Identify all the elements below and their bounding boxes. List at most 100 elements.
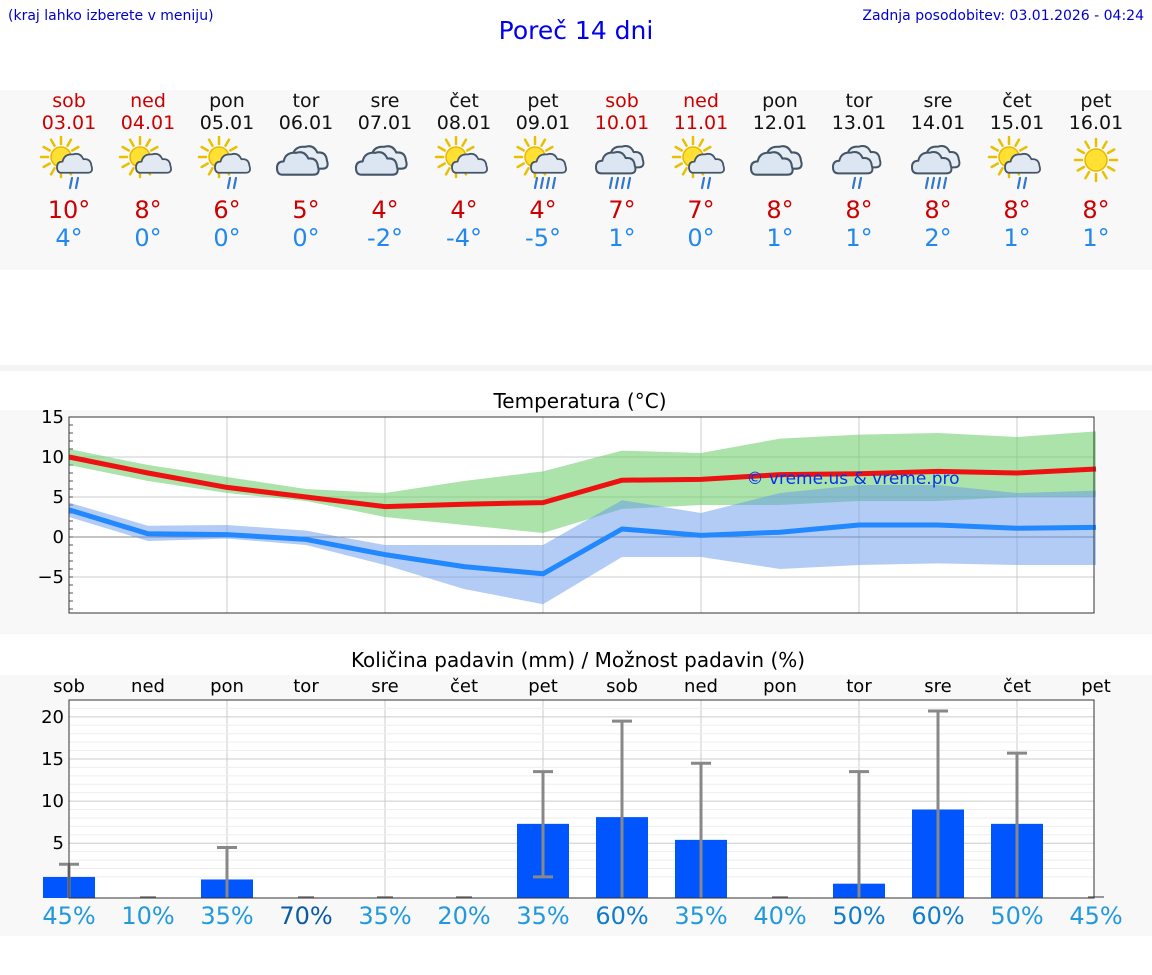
cloudy-icon <box>275 145 329 176</box>
x-category-label: sob <box>53 676 85 697</box>
day-name: tor <box>292 90 320 112</box>
y-tick-label: 20 <box>41 707 64 728</box>
day-name: sob <box>605 90 639 112</box>
max-temperature: 7° <box>608 196 636 224</box>
day-forecast: čet 15.01 8° 1° <box>977 90 1057 252</box>
min-temperature: 0° <box>687 224 715 252</box>
day-date: 03.01 <box>41 112 97 134</box>
day-forecast: pon 05.01 6° 0° <box>187 90 267 252</box>
y-tick-label: −5 <box>37 567 64 588</box>
min-temperature: 0° <box>134 224 162 252</box>
max-temperature: 8° <box>1003 196 1031 224</box>
max-temperature: 4° <box>371 196 399 224</box>
min-temperature: -5° <box>525 224 561 252</box>
cloudy-icon <box>354 145 408 176</box>
x-category-label: pet <box>1081 676 1111 697</box>
cloud-rain-icon <box>911 145 961 190</box>
day-forecast: sre 07.01 4° -2° <box>345 90 425 252</box>
plot-frame <box>68 699 1095 899</box>
min-temperature: 4° <box>55 224 83 252</box>
y-tick-label: 15 <box>41 407 64 428</box>
day-date: 13.01 <box>831 112 887 134</box>
sun-icon <box>1073 137 1119 183</box>
day-forecast: pet 16.01 8° 1° <box>1056 90 1136 252</box>
max-temperature: 4° <box>450 196 478 224</box>
min-temperature: 1° <box>1003 224 1031 252</box>
precipitation-probability: 70% <box>279 902 333 930</box>
sun-cloud-rain-icon <box>513 136 567 190</box>
min-temperature-line <box>68 507 1097 577</box>
min-temperature: -2° <box>367 224 403 252</box>
x-category-label: sre <box>371 676 398 697</box>
day-forecast: ned 04.01 8° 0° <box>108 90 188 252</box>
precipitation-probability: 50% <box>990 902 1044 930</box>
day-name: ned <box>130 90 166 112</box>
location-hint: (kraj lahko izberete v meniju) <box>8 8 214 24</box>
day-forecast: sob 10.01 7° 1° <box>582 90 662 252</box>
day-date: 09.01 <box>515 112 571 134</box>
day-name: pon <box>209 90 245 112</box>
last-updated: Zadnja posodobitev: 03.01.2026 - 04:24 <box>862 8 1144 24</box>
max-temperature: 7° <box>687 196 715 224</box>
day-date: 16.01 <box>1068 112 1124 134</box>
x-category-label: pet <box>528 676 558 697</box>
day-forecast: pet 09.01 4° -5° <box>503 90 583 252</box>
max-temperature: 10° <box>47 196 91 224</box>
day-date: 11.01 <box>673 112 729 134</box>
min-temperature: 1° <box>1082 224 1110 252</box>
precipitation-probability: 20% <box>437 902 491 930</box>
max-temperature: 8° <box>766 196 794 224</box>
max-temperature: 5° <box>292 196 320 224</box>
max-temperature: 8° <box>134 196 162 224</box>
daily-forecast-strip: sob 03.01 10° 4° ned 04.01 8° 0° pon 05.01 6° 0° tor… <box>0 90 1152 270</box>
y-tick-label: 15 <box>41 749 64 770</box>
day-name: sre <box>370 90 400 112</box>
x-category-label: sob <box>606 676 638 697</box>
x-category-label: čet <box>450 676 478 697</box>
min-temperature: 1° <box>845 224 873 252</box>
sun-cloud-light-rain-icon <box>671 136 725 190</box>
precipitation-probability: 35% <box>674 902 728 930</box>
min-temperature: 0° <box>292 224 320 252</box>
day-date: 04.01 <box>120 112 176 134</box>
max-temperature: 6° <box>213 196 241 224</box>
sun-cloud-light-rain-icon <box>197 136 251 190</box>
day-date: 15.01 <box>989 112 1045 134</box>
day-date: 08.01 <box>436 112 492 134</box>
day-date: 12.01 <box>752 112 808 134</box>
precipitation-probability: 10% <box>121 902 175 930</box>
x-category-label: tor <box>293 676 319 697</box>
day-forecast: tor 13.01 8° 1° <box>819 90 899 252</box>
min-temperature: 1° <box>608 224 636 252</box>
day-forecast: sre 14.01 8° 2° <box>898 90 978 252</box>
day-name: ned <box>683 90 719 112</box>
max-temperature-line <box>68 454 1097 510</box>
precipitation-probability: 60% <box>911 902 965 930</box>
cloudy-icon <box>749 145 803 176</box>
plot-frame <box>68 416 1095 614</box>
sun-cloud-icon <box>434 136 488 179</box>
max-temperature: 4° <box>529 196 557 224</box>
day-name: tor <box>845 90 873 112</box>
x-category-label: pon <box>210 676 244 697</box>
day-date: 07.01 <box>357 112 413 134</box>
y-tick-label: 5 <box>53 487 64 508</box>
max-temperature: 8° <box>845 196 873 224</box>
precipitation-chart: Količina padavin (mm) / Možnost padavin … <box>0 648 1152 902</box>
min-temperature: 2° <box>924 224 952 252</box>
cloud-light-rain-icon <box>832 145 882 190</box>
day-forecast: ned 11.01 7° 0° <box>661 90 741 252</box>
y-tick-label: 10 <box>41 447 64 468</box>
precipitation-probability: 35% <box>200 902 254 930</box>
x-category-label: ned <box>131 676 165 697</box>
x-category-label: čet <box>1003 676 1031 697</box>
min-temperature: 0° <box>213 224 241 252</box>
day-name: čet <box>449 90 479 112</box>
precipitation-probability: 40% <box>753 902 807 930</box>
min-temperature-range <box>69 485 1096 605</box>
watermark: © vreme.us & vreme.pro <box>746 469 959 489</box>
day-name: čet <box>1002 90 1032 112</box>
precipitation-probability: 45% <box>1069 902 1123 930</box>
precipitation-probability: 50% <box>832 902 886 930</box>
day-forecast: tor 06.01 5° 0° <box>266 90 346 252</box>
